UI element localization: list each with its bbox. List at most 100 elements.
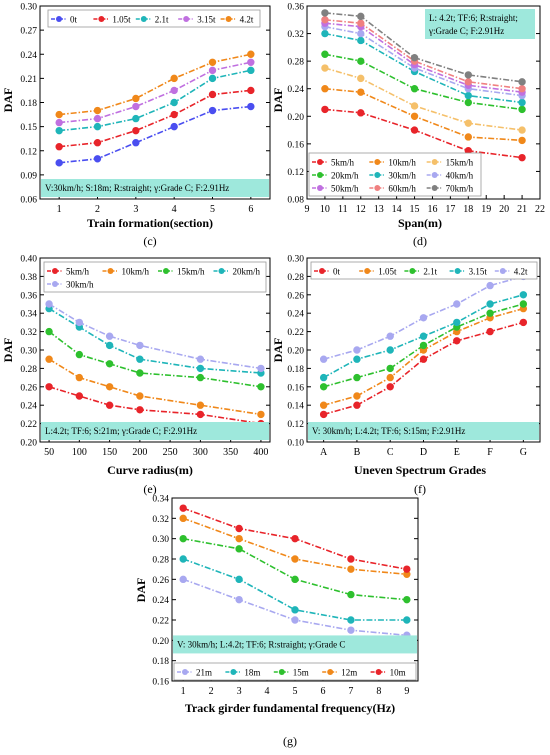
legend-box xyxy=(43,261,267,293)
y-tick-label: 0.20 xyxy=(287,113,304,123)
data-point xyxy=(518,78,526,86)
legend-entry: 15km/h xyxy=(177,267,205,277)
annotation-text: γ:Grade C; F:2.91Hz xyxy=(428,26,504,36)
y-tick-label: 0.21 xyxy=(20,75,37,85)
annotation-text: L:4.2t; TF:6; S:21m; γ:Grade C; F:2.91Hz xyxy=(45,426,197,436)
y-tick-label: 0.28 xyxy=(152,556,169,566)
chart-d: 0.08 0.12 0.16 0.20 0.24 0.28 0.32 0.36 9 10 11 12 1… xyxy=(271,3,545,249)
panel-label: (f) xyxy=(414,482,426,496)
legend-swatch-marker xyxy=(230,669,237,675)
series-line xyxy=(59,69,251,132)
x-tick-label: 2 xyxy=(95,204,100,215)
x-axis-label: Train formation(section) xyxy=(87,216,213,230)
x-axis-label: Span(m) xyxy=(398,216,442,230)
data-point xyxy=(257,383,265,391)
legend-swatch-marker xyxy=(107,268,114,274)
annotation-box xyxy=(308,422,539,440)
series-line xyxy=(59,89,251,148)
data-point xyxy=(235,575,243,584)
series-line xyxy=(324,22,523,93)
data-point xyxy=(291,575,299,584)
legend-entry: 4.2t xyxy=(514,267,528,277)
legend-swatch-marker xyxy=(98,16,105,22)
data-point xyxy=(519,300,528,308)
data-point xyxy=(291,606,299,614)
annotation-text: L: 4.2t; TF:6; R:straight; xyxy=(429,13,518,23)
legend-entry: 30km/h xyxy=(66,280,94,290)
data-point xyxy=(235,595,243,604)
y-tick-label: 0.16 xyxy=(287,383,304,393)
x-tick-label: 50 xyxy=(44,447,54,458)
data-point xyxy=(353,346,361,354)
legend-swatch-marker xyxy=(409,268,416,274)
legend-swatch-marker xyxy=(163,268,169,274)
data-point xyxy=(170,122,178,131)
y-tick-label: 0.32 xyxy=(287,30,304,40)
x-tick-label: 6 xyxy=(320,686,325,697)
legend-swatch-marker xyxy=(218,268,225,274)
data-point xyxy=(410,112,419,120)
data-point xyxy=(170,98,178,107)
x-tick-label: 9 xyxy=(305,204,310,215)
y-tick-label: 0.16 xyxy=(152,678,169,688)
x-tick-label: 12 xyxy=(356,204,366,215)
y-tick-label: 0.18 xyxy=(287,365,304,375)
data-point xyxy=(319,355,328,363)
legend-box xyxy=(310,261,538,280)
data-point xyxy=(247,66,255,75)
legend-entry: 20km/h xyxy=(331,171,359,181)
data-point xyxy=(486,309,494,317)
data-point xyxy=(132,114,140,123)
data-point xyxy=(208,90,217,99)
y-tick-label: 0.40 xyxy=(20,255,37,265)
y-axis-label: DAF xyxy=(134,578,148,603)
legend-entry: 30km/h xyxy=(388,171,416,181)
data-point xyxy=(464,119,473,127)
y-tick-label: 0.32 xyxy=(20,328,37,338)
data-point xyxy=(196,364,205,373)
x-tick-label: 7 xyxy=(348,686,353,697)
legend-swatch-marker xyxy=(454,268,461,274)
annotation-box xyxy=(425,9,535,39)
data-point xyxy=(419,341,428,350)
data-point xyxy=(55,159,63,167)
legend-entry: 15km/h xyxy=(446,158,474,168)
y-axis-label: DAF xyxy=(271,338,285,363)
x-tick-label: 14 xyxy=(392,204,402,215)
x-tick-label: 1 xyxy=(181,686,186,697)
y-tick-label: 0.24 xyxy=(287,85,304,95)
series-line xyxy=(59,105,251,164)
chart-e: 0.20 0.22 0.24 0.26 0.28 0.30 0.32 0.34 0.36 0.38… xyxy=(1,255,271,496)
chart-c: 0.06 0.09 0.12 0.15 0.18 0.21 0.24 0.27 0.30 1 2 3 4… xyxy=(1,3,271,248)
data-point xyxy=(357,88,365,96)
data-point xyxy=(208,106,217,115)
series-line xyxy=(48,307,261,374)
y-tick-label: 0.24 xyxy=(20,51,37,61)
y-tick-label: 0.12 xyxy=(287,420,304,430)
data-point xyxy=(347,616,355,624)
data-point xyxy=(196,410,205,419)
data-point xyxy=(519,291,528,299)
data-point xyxy=(208,58,217,66)
data-point xyxy=(93,155,102,163)
legend-swatch-marker xyxy=(317,159,323,165)
x-tick-label: 3 xyxy=(237,686,242,697)
data-point xyxy=(321,29,329,38)
panel-label: (g) xyxy=(283,734,297,748)
legend-entry: 40km/h xyxy=(446,171,474,181)
data-point xyxy=(75,318,84,327)
data-point xyxy=(357,29,365,38)
data-point xyxy=(247,102,255,111)
panel-label: (e) xyxy=(143,482,156,496)
y-tick-label: 0.24 xyxy=(152,596,169,606)
data-point xyxy=(410,85,419,93)
x-tick-label: F xyxy=(487,447,493,458)
y-axis-label: DAF xyxy=(1,88,15,113)
data-point xyxy=(518,136,526,145)
panel-label: (d) xyxy=(413,234,427,248)
data-point xyxy=(386,383,394,391)
data-point xyxy=(347,626,355,634)
legend-entry: 60km/h xyxy=(388,184,416,194)
data-point xyxy=(464,78,473,86)
